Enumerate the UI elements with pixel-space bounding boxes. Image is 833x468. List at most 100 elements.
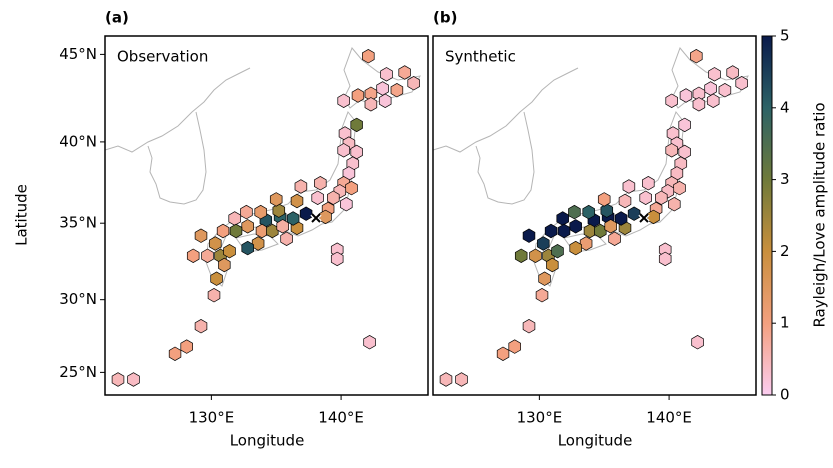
y-tick-label: 35°N — [59, 214, 97, 232]
station-marker — [254, 204, 267, 220]
x-tick-label: 130°E — [517, 409, 563, 427]
station-marker — [269, 192, 283, 207]
station-marker — [340, 196, 353, 212]
station-marker — [639, 190, 652, 206]
station-marker — [735, 75, 748, 91]
coastline-b — [433, 47, 749, 287]
y-axis-label: Latitude — [13, 184, 31, 246]
station-marker — [455, 372, 468, 387]
station-marker — [223, 243, 236, 259]
station-marker — [398, 65, 411, 80]
station-marker — [216, 223, 230, 239]
station-marker — [594, 223, 607, 239]
station-marker — [726, 65, 739, 80]
station-marker — [514, 248, 528, 264]
epicenter-cross — [639, 213, 649, 223]
station-marker — [272, 203, 286, 218]
station-marker — [579, 236, 593, 251]
station-marker — [127, 372, 140, 387]
epicenter-marker — [638, 212, 650, 224]
station-marker — [538, 271, 551, 286]
station-marker — [363, 334, 376, 350]
station-marker — [350, 117, 363, 133]
station-marker — [210, 271, 223, 286]
station-marker — [708, 67, 721, 82]
station-marker — [280, 231, 293, 247]
station-marker — [351, 88, 365, 103]
station-marker — [604, 219, 617, 234]
station-marker — [544, 223, 558, 239]
station-marker — [690, 48, 703, 64]
station-marker — [691, 334, 704, 350]
station-marker — [290, 193, 304, 209]
panel-title: Synthetic — [445, 48, 516, 66]
station-marker — [673, 180, 686, 196]
station-marker — [207, 287, 221, 303]
station-marker — [319, 209, 332, 225]
station-marker — [362, 48, 375, 64]
station-marker — [194, 228, 208, 243]
station-marker — [266, 223, 279, 239]
station-marker — [201, 248, 214, 264]
station-marker — [608, 231, 621, 247]
station-marker — [390, 82, 404, 98]
epicenter-marker — [310, 212, 322, 224]
station-marker — [679, 88, 693, 103]
panel-label: (b) — [433, 9, 457, 27]
station-marker — [569, 219, 582, 234]
station-marker — [186, 248, 200, 264]
epicenter-cross — [311, 213, 321, 223]
station-marker — [255, 223, 269, 239]
panel-label: (a) — [105, 9, 129, 27]
station-marker — [582, 204, 595, 220]
station-marker — [337, 143, 350, 158]
station-marker — [508, 339, 521, 354]
station-marker — [535, 287, 549, 303]
station-marker — [614, 211, 628, 226]
colorbar-tick-label: 2 — [780, 242, 790, 260]
station-marker — [529, 248, 542, 264]
station-marker — [583, 223, 597, 239]
station-marker — [597, 192, 611, 207]
station-marker — [241, 219, 254, 234]
markers — [111, 48, 420, 387]
station-marker — [569, 240, 582, 256]
y-tick-label: 30°N — [59, 290, 97, 308]
station-marker — [706, 93, 720, 109]
panel-title: Observation — [117, 48, 208, 66]
x-tick-label: 140°E — [318, 409, 364, 427]
station-marker — [600, 203, 614, 218]
station-marker — [642, 175, 655, 191]
panel-frame — [104, 35, 429, 396]
station-marker — [627, 206, 641, 221]
station-marker — [522, 228, 536, 243]
station-marker — [522, 318, 536, 334]
station-marker — [668, 196, 681, 212]
station-marker — [294, 179, 308, 194]
station-marker — [111, 372, 125, 387]
station-marker — [364, 97, 378, 112]
station-marker — [556, 211, 569, 226]
station-marker — [665, 143, 678, 158]
station-marker — [618, 193, 632, 209]
station-marker — [180, 339, 193, 354]
y-tick-label: 40°N — [59, 132, 97, 150]
x-axis-label: Longitude — [558, 432, 633, 450]
station-marker — [229, 223, 243, 239]
colorbar — [761, 35, 773, 396]
station-marker — [551, 243, 564, 259]
station-marker — [380, 67, 393, 82]
markers — [439, 48, 748, 387]
station-marker — [209, 236, 222, 251]
station-marker — [546, 257, 559, 273]
station-marker — [276, 219, 289, 234]
colorbar-tick-label: 5 — [780, 27, 790, 45]
x-tick-label: 140°E — [646, 409, 692, 427]
station-marker — [678, 117, 691, 133]
station-marker — [496, 346, 510, 362]
y-tick-label: 45°N — [59, 45, 97, 63]
station-marker — [378, 93, 392, 109]
panel-frame — [432, 35, 757, 396]
y-tick-label: 25°N — [59, 363, 97, 381]
